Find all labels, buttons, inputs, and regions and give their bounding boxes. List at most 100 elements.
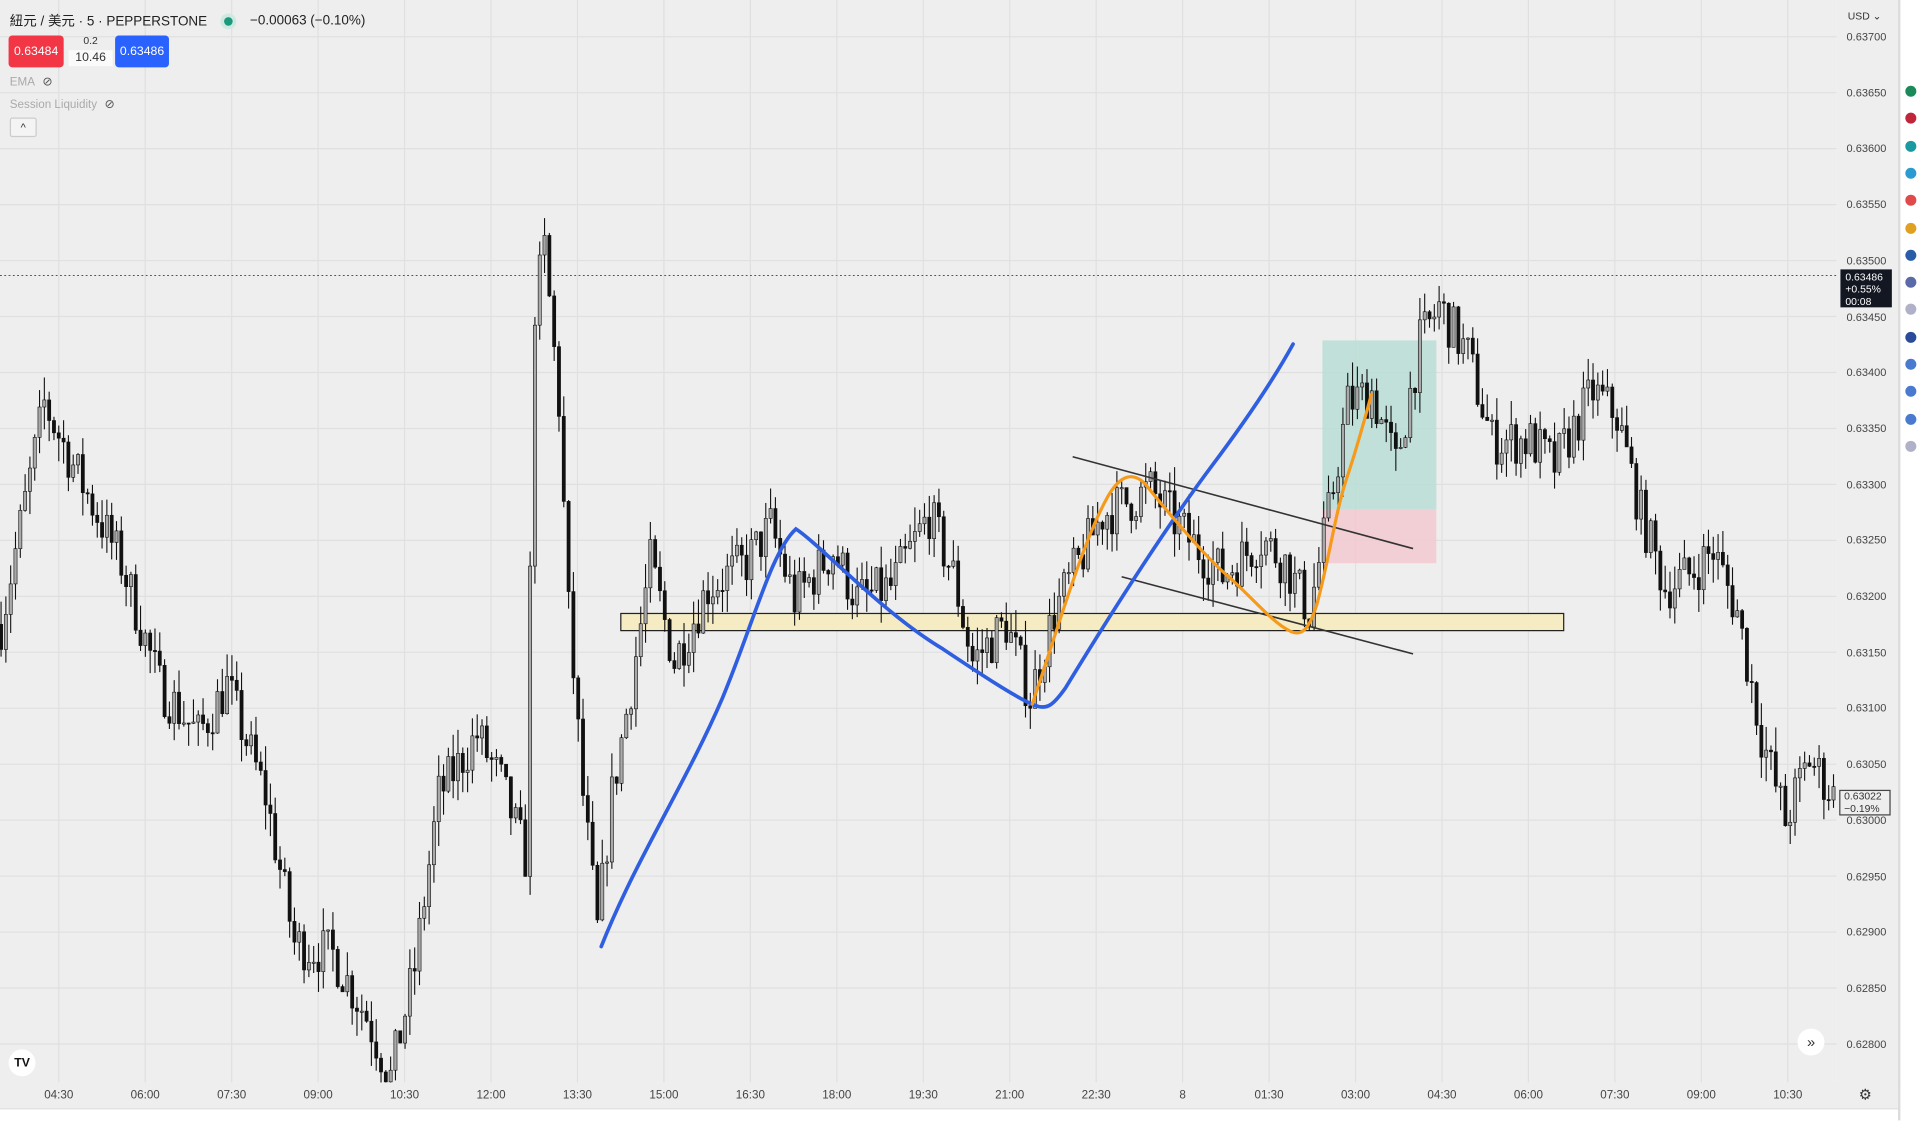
tradingview-logo[interactable]: TV <box>8 1049 36 1077</box>
time-axis[interactable]: 04:30 06:00 07:30 09:00 10:30 12:00 13:30 15:00… <box>0 1082 1898 1109</box>
buy-button[interactable]: 0.63486 <box>115 35 169 68</box>
watchlist-symbol-icon[interactable] <box>1905 167 1917 179</box>
candle <box>42 377 47 430</box>
candle-body-bearish <box>278 859 282 870</box>
candle <box>1259 531 1264 589</box>
candle-body-bullish <box>1095 521 1100 536</box>
candle <box>249 721 254 755</box>
support-zone[interactable] <box>620 612 1565 632</box>
candle-body-bearish <box>571 591 576 679</box>
candle <box>528 551 533 895</box>
currency-selector[interactable]: USD ⌄ <box>1847 9 1882 23</box>
candle <box>1013 610 1018 656</box>
candle <box>80 438 85 516</box>
candle-body-bearish <box>1288 554 1292 594</box>
candle-body-bearish <box>927 516 932 539</box>
watchlist-symbol-icon[interactable] <box>1905 440 1917 452</box>
symbol-legend[interactable]: 紐元 / 美元 · 5 · PEPPERSTONE −0.00063 (−0.1… <box>10 11 366 31</box>
candle <box>1769 745 1773 770</box>
candle <box>18 504 23 558</box>
watchlist-symbol-icon[interactable] <box>1905 140 1917 152</box>
candle <box>1331 481 1336 500</box>
candle <box>1591 363 1595 419</box>
candle-body-bearish <box>1220 548 1225 583</box>
candle-body-bullish <box>326 929 331 932</box>
sell-button[interactable]: 0.63484 <box>8 35 64 68</box>
candle-body-bearish <box>66 441 71 478</box>
trendline-upper[interactable] <box>1072 455 1414 550</box>
watchlist-symbol-icon[interactable] <box>1905 276 1917 288</box>
price-tick-label: 0.63200 <box>1846 590 1887 603</box>
watchlist-symbol-icon[interactable] <box>1905 413 1917 425</box>
candle-body-bearish <box>282 869 287 872</box>
candle <box>557 341 561 432</box>
candle-body-bullish <box>1292 572 1297 594</box>
candle-body-bearish <box>47 399 52 421</box>
orange-brush-drawing[interactable] <box>1030 392 1374 706</box>
candle-body-bearish <box>1552 441 1557 473</box>
eye-crossed-icon[interactable]: ⊘ <box>104 97 115 112</box>
symbol-title[interactable]: 紐元 / 美元 · 5 · PEPPERSTONE <box>9 14 208 30</box>
candle <box>807 573 811 588</box>
candle-body-bullish <box>600 862 605 921</box>
candle-body-bearish <box>1480 404 1485 418</box>
candle-body-bearish <box>783 553 787 577</box>
candle <box>874 566 879 593</box>
candle <box>677 640 682 670</box>
candle <box>985 627 989 669</box>
candle-body-bearish <box>1249 555 1254 567</box>
watchlist-symbol-icon[interactable] <box>1905 331 1917 343</box>
watchlist-symbol-icon[interactable] <box>1905 386 1917 398</box>
watchlist-symbol-icon[interactable] <box>1905 222 1917 234</box>
candle <box>980 629 985 677</box>
watchlist-symbol-icon[interactable] <box>1905 358 1917 370</box>
candle-body-bullish <box>1422 311 1427 321</box>
indicator-session-liquidity[interactable]: Session Liquidity ⊘ <box>10 98 115 111</box>
candle-body-bearish <box>937 502 941 518</box>
blue-brush-drawing[interactable] <box>599 342 1295 949</box>
candle <box>941 510 946 578</box>
candle <box>1629 437 1634 469</box>
candle-body-bearish <box>504 763 508 778</box>
candle-body-bearish <box>1773 751 1778 787</box>
candle <box>1398 438 1403 450</box>
candle <box>1105 512 1110 550</box>
price-tick-label: 0.63000 <box>1846 814 1887 827</box>
candle <box>1740 609 1745 640</box>
candle <box>1139 481 1143 523</box>
candle-body-bullish <box>249 734 254 747</box>
time-tick-label: 03:00 <box>1340 1088 1371 1103</box>
candle-body-bearish <box>1013 632 1018 638</box>
price-tick-label: 0.63550 <box>1846 198 1887 211</box>
candle-body-bearish <box>518 807 523 821</box>
chart-pane[interactable]: 紐元 / 美元 · 5 · PEPPERSTONE −0.00063 (−0.1… <box>0 0 1837 1083</box>
candle <box>37 390 42 454</box>
chart-canvas[interactable] <box>0 0 1837 1083</box>
watchlist-symbol-icon[interactable] <box>1905 304 1917 316</box>
candle <box>643 564 648 643</box>
watchlist-symbol-icon[interactable] <box>1905 85 1917 97</box>
candle <box>1682 539 1687 570</box>
candle <box>1634 457 1639 531</box>
indicator-ema[interactable]: EMA ⊘ <box>10 76 53 89</box>
watchlist-sidebar[interactable] <box>1897 0 1920 1121</box>
long-position-stop[interactable] <box>1322 509 1437 564</box>
price-axis[interactable]: USD ⌄ 0.63700 0.63650 0.63600 0.63550 0.6350… <box>1836 0 1898 1083</box>
candle <box>422 896 427 931</box>
candle <box>282 857 287 877</box>
collapse-legend-button[interactable]: ^ <box>9 117 37 138</box>
watchlist-symbol-icon[interactable] <box>1905 194 1917 206</box>
watchlist-symbol-icon[interactable] <box>1905 113 1917 125</box>
candle <box>1730 567 1735 625</box>
candle <box>1379 417 1384 425</box>
eye-crossed-icon[interactable]: ⊘ <box>42 75 53 90</box>
watchlist-symbol-icon[interactable] <box>1905 249 1917 261</box>
candle <box>686 633 691 674</box>
gear-icon[interactable]: ⚙ <box>1858 1086 1872 1104</box>
candle-body-bullish <box>480 725 484 739</box>
candle <box>278 846 282 889</box>
candle <box>581 698 585 806</box>
candle-body-bearish <box>52 420 56 434</box>
scroll-to-realtime-button[interactable]: » <box>1797 1028 1825 1056</box>
candle-body-bearish <box>941 516 946 567</box>
